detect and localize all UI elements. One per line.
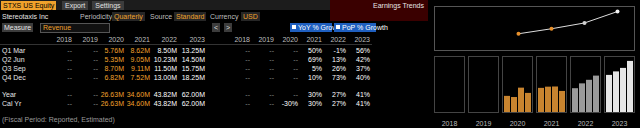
html-text:8.70M: 8.70M [104, 65, 124, 72]
html-text:9.11M: 9.11M [131, 65, 150, 72]
html-text:42%: 42% [356, 56, 370, 63]
html-text:Export: Export [65, 2, 86, 9]
html-text:62.00M: 62.00M [181, 91, 205, 98]
html-text:15.75M: 15.75M [181, 65, 205, 72]
html-text:2018: 2018 [234, 36, 250, 43]
html-text:5.35M: 5.35M [104, 56, 124, 63]
html-text:2019: 2019 [82, 36, 98, 43]
html-text:13.00M: 13.00M [153, 74, 177, 81]
html-text:-- 26.63M 34.60M: -- 26.63M 34.60M [93, 100, 150, 107]
html-text:7.52M: 7.52M [130, 74, 150, 81]
html-text:YoY % Growth PoP % Growth: YoY % Growth PoP % Growth [298, 24, 388, 31]
svg-text:2022: 2022 [578, 120, 594, 127]
html-text:Source: Source [150, 12, 173, 20]
html-text:Q1 Mar: Q1 Mar [2, 47, 26, 54]
html-text:73%: 73% [332, 74, 346, 81]
html-text:62.00M: 62.00M [181, 100, 205, 107]
html-text:2022: 2022 [161, 36, 177, 43]
html-text:27%: 27% [332, 100, 346, 107]
html-text:Settings: Settings [95, 2, 121, 9]
html-text:Standard: Standard [176, 12, 205, 20]
html-text:9.05M: 9.05M [130, 56, 150, 63]
html-text:50%: 50% [308, 47, 322, 54]
html-text:-1%: -1% [333, 47, 346, 54]
html-text:2021: 2021 [134, 36, 150, 43]
html-text:2020: 2020 [282, 36, 298, 43]
html-text:8.62M: 8.62M [130, 47, 150, 54]
svg-text:2020: 2020 [510, 120, 526, 127]
html-text:27%: 27% [332, 91, 346, 98]
svg-text:2023: 2023 [612, 120, 628, 127]
html-text:2022: 2022 [330, 36, 346, 43]
html-text:5.76M: 5.76M [104, 47, 124, 54]
html-text:Q2 Jun: Q2 Jun [2, 56, 25, 63]
html-text:10.23M: 10.23M [153, 56, 177, 63]
html-text:Periodicity Quarterly: Periodicity Quarterly [80, 12, 143, 20]
html-text:2023: 2023 [189, 36, 205, 43]
html-text:69%: 69% [308, 56, 322, 63]
html-text:Q3 Sep: Q3 Sep [2, 65, 26, 72]
html-text:2023: 2023 [354, 36, 370, 43]
html-text:(Fiscal Period: Reported, Esti: (Fiscal Period: Reported, Estimated) [2, 116, 115, 123]
html-text:USD: USD [243, 12, 258, 20]
html-text:43.82M: 43.82M [153, 91, 177, 98]
html-text:6.82M: 6.82M [104, 74, 124, 81]
html-text:-- 26.63M 34.60M: -- 26.63M 34.60M [93, 91, 150, 98]
html-text:Q4 Dec: Q4 Dec [2, 74, 26, 81]
html-text:13%: 13% [332, 56, 346, 63]
html-text:13.25M: 13.25M [181, 47, 205, 54]
html-text:5%: 5% [311, 65, 322, 72]
html-text:2020: 2020 [108, 36, 124, 43]
html-text:Cal Yr: Cal Yr [2, 100, 22, 107]
html-text:41%: 41% [356, 100, 370, 107]
html-text:Stereotaxis Inc: Stereotaxis Inc [2, 12, 49, 20]
svg-text:2021: 2021 [544, 120, 560, 127]
html-text:2018: 2018 [56, 36, 72, 43]
html-text:2019: 2019 [258, 36, 274, 43]
html-text:Revenue: Revenue [43, 24, 71, 31]
html-text:14.50M: 14.50M [181, 56, 205, 63]
html-text:2021: 2021 [306, 36, 322, 43]
html-text:30%: 30% [308, 91, 322, 98]
html-text:41%: 41% [356, 91, 370, 98]
svg-text:2018: 2018 [442, 120, 458, 127]
html-text:Earnings Trends: Earnings Trends [373, 2, 424, 9]
html-text:11.50M: 11.50M [154, 65, 177, 72]
svg-text:2019: 2019 [476, 120, 492, 127]
html-text:43.82M: 43.82M [153, 100, 177, 107]
html-text:-30%: -30% [281, 100, 298, 107]
html-text:37%: 37% [356, 65, 370, 72]
html-text:56%: 56% [356, 47, 370, 54]
html-text:Measure: Measure [4, 24, 32, 31]
html-text:18.25M: 18.25M [181, 74, 205, 81]
html-text:STXS US Equity: STXS US Equity [3, 2, 55, 9]
html-text:Year: Year [2, 91, 17, 98]
html-text:26%: 26% [332, 65, 346, 72]
html-text:40%: 40% [356, 74, 370, 81]
html-text:10%: 10% [308, 74, 322, 81]
html-text:Currency: Currency [210, 12, 239, 20]
html-text:8.50M: 8.50M [157, 47, 177, 54]
html-text:30%: 30% [308, 100, 322, 107]
